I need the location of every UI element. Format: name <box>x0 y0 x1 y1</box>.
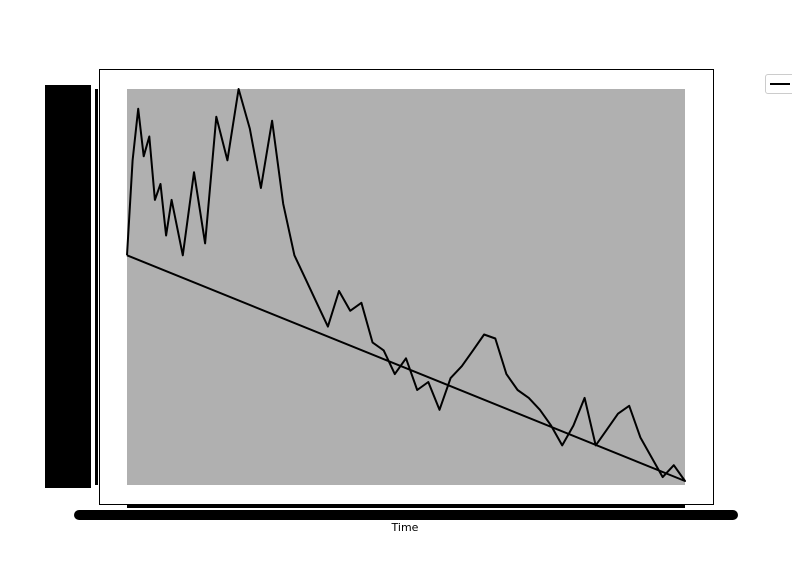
legend-swatch <box>770 83 790 85</box>
x-axis-ticks <box>127 504 685 508</box>
y-tick-labels <box>45 85 91 488</box>
y-axis-ticks <box>95 89 98 485</box>
series-line-0 <box>126 88 686 482</box>
plot-background <box>127 89 685 485</box>
x-tick-labels <box>74 510 738 520</box>
x-axis-label: Time <box>391 521 419 534</box>
legend <box>765 74 792 94</box>
